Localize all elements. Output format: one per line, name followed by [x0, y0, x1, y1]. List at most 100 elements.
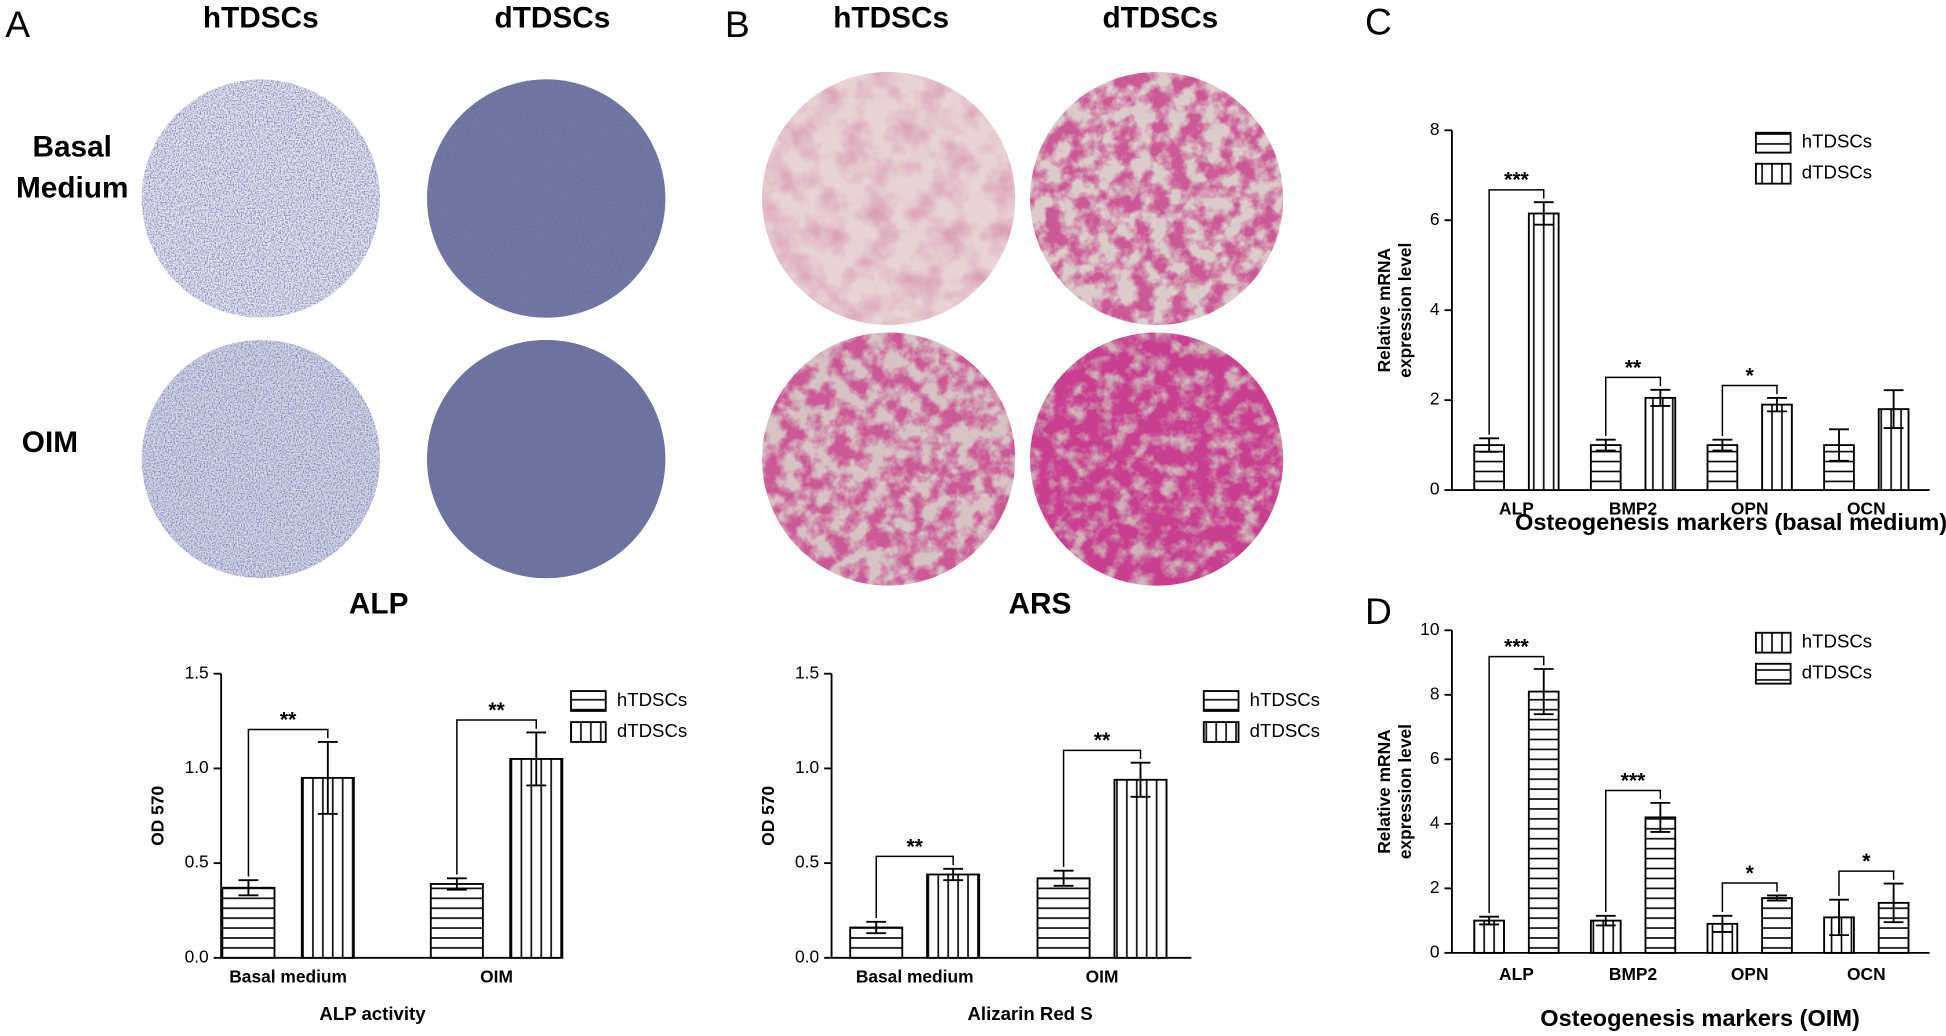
y-axis-label: Relative mRNA — [1374, 247, 1394, 372]
legend-swatch — [1754, 162, 1792, 185]
significance-label: ** — [1094, 729, 1111, 752]
y-tick-label: 2 — [1430, 877, 1440, 897]
error-bar — [1829, 898, 1849, 937]
x-tick-label: OIM — [480, 966, 513, 986]
x-tick-label: BMP2 — [1609, 964, 1657, 984]
column-header: dTDSCs — [1102, 2, 1218, 35]
y-tick-label: 1.0 — [795, 757, 819, 777]
bar — [1761, 403, 1793, 492]
x-tick-label: OCN — [1847, 964, 1886, 984]
y-tick-label: 4 — [1430, 299, 1440, 319]
significance-label: *** — [1504, 169, 1529, 192]
row-header: OIM — [22, 426, 78, 459]
error-bar — [1829, 428, 1849, 462]
column-header: hTDSCs — [833, 2, 949, 35]
x-tick-label: Basal medium — [229, 966, 347, 986]
y-tick-label: 8 — [1430, 683, 1440, 703]
legend-label: hTDSCs — [1250, 689, 1320, 710]
error-bar — [1712, 914, 1733, 933]
row-header: Medium — [16, 172, 128, 205]
significance-bracket — [456, 719, 538, 875]
error-bar — [526, 731, 547, 787]
x-tick-label: BMP2 — [1609, 499, 1657, 519]
significance-label: ** — [906, 835, 923, 858]
stain-label: ARS — [1009, 587, 1072, 620]
y-tick-label: 2 — [1430, 389, 1440, 409]
bar — [1589, 444, 1622, 492]
error-bar — [1650, 388, 1671, 407]
legend-swatch — [570, 690, 607, 712]
bar — [221, 886, 276, 959]
bar — [1473, 919, 1505, 954]
y-tick-label: 0.5 — [795, 852, 819, 872]
error-bar — [1595, 914, 1616, 927]
error-bar — [446, 877, 467, 891]
significance-label: ** — [280, 708, 297, 731]
y-axis-label: expression level — [1395, 243, 1415, 378]
error-bar — [1130, 761, 1151, 798]
well-texture — [762, 332, 1016, 586]
error-bar — [1712, 438, 1733, 452]
error-bar — [1650, 801, 1671, 833]
error-bar — [1595, 438, 1616, 452]
bar — [429, 883, 484, 959]
significance-bracket — [875, 855, 954, 919]
x-tick-label: OCN — [1847, 499, 1886, 519]
well-texture — [141, 79, 380, 318]
y-tick-label: 6 — [1430, 209, 1440, 229]
legend-label: hTDSCs — [617, 689, 687, 710]
y-tick-label: 1.0 — [185, 757, 209, 777]
legend-swatch — [1202, 690, 1240, 712]
x-tick-label: OPN — [1731, 499, 1769, 519]
y-tick-label: 10 — [1420, 619, 1439, 639]
error-bar — [238, 879, 259, 897]
error-bar — [1479, 915, 1500, 926]
legend-swatch — [570, 721, 607, 743]
significance-bracket — [1488, 189, 1545, 435]
well-texture — [427, 79, 666, 318]
significance-bracket — [1721, 384, 1778, 436]
well-images — [141, 71, 1284, 586]
x-tick-label: OPN — [1731, 964, 1769, 984]
error-bar — [1533, 201, 1554, 226]
x-tick-label: ALP — [1499, 964, 1534, 984]
significance-label: * — [1746, 862, 1755, 885]
bar — [1877, 901, 1910, 954]
significance-bracket — [1605, 789, 1662, 913]
bar — [1113, 778, 1168, 959]
significance-bracket — [1838, 870, 1895, 896]
significance-label: * — [1746, 364, 1755, 387]
column-header: hTDSCs — [203, 2, 319, 35]
legend-label: dTDSCs — [1802, 162, 1872, 183]
y-axis-label: OD 570 — [758, 786, 778, 846]
error-bar — [1883, 389, 1904, 429]
y-tick-label: 6 — [1430, 748, 1440, 768]
significance-label: *** — [1504, 635, 1529, 658]
significance-bracket — [1062, 749, 1142, 867]
legend-label: hTDSCs — [1802, 131, 1872, 152]
significance-label: ** — [488, 699, 505, 722]
y-tick-label: 1.5 — [795, 662, 819, 682]
bar — [1644, 816, 1677, 954]
y-axis-label: expression level — [1395, 724, 1415, 859]
bar — [1644, 396, 1677, 492]
error-bar — [1533, 668, 1554, 716]
y-tick-label: 8 — [1430, 119, 1440, 139]
legend-label: hTDSCs — [1802, 631, 1872, 652]
significance-bracket — [247, 728, 329, 877]
significance-label: * — [1862, 850, 1871, 873]
bar — [1527, 690, 1560, 954]
column-header: dTDSCs — [495, 2, 611, 35]
y-tick-label: 0.0 — [185, 946, 209, 966]
y-axis-label: OD 570 — [148, 786, 168, 846]
significance-bracket — [1721, 882, 1778, 913]
y-tick-label: 0 — [1430, 941, 1440, 961]
y-tick-label: 1.5 — [185, 662, 209, 682]
panel-letter: D — [1365, 590, 1392, 632]
y-tick-label: 4 — [1430, 812, 1440, 832]
well-texture — [762, 71, 1016, 326]
legend-swatch — [1754, 662, 1792, 685]
significance-label: ** — [1625, 356, 1642, 379]
legend-swatch — [1754, 631, 1792, 654]
